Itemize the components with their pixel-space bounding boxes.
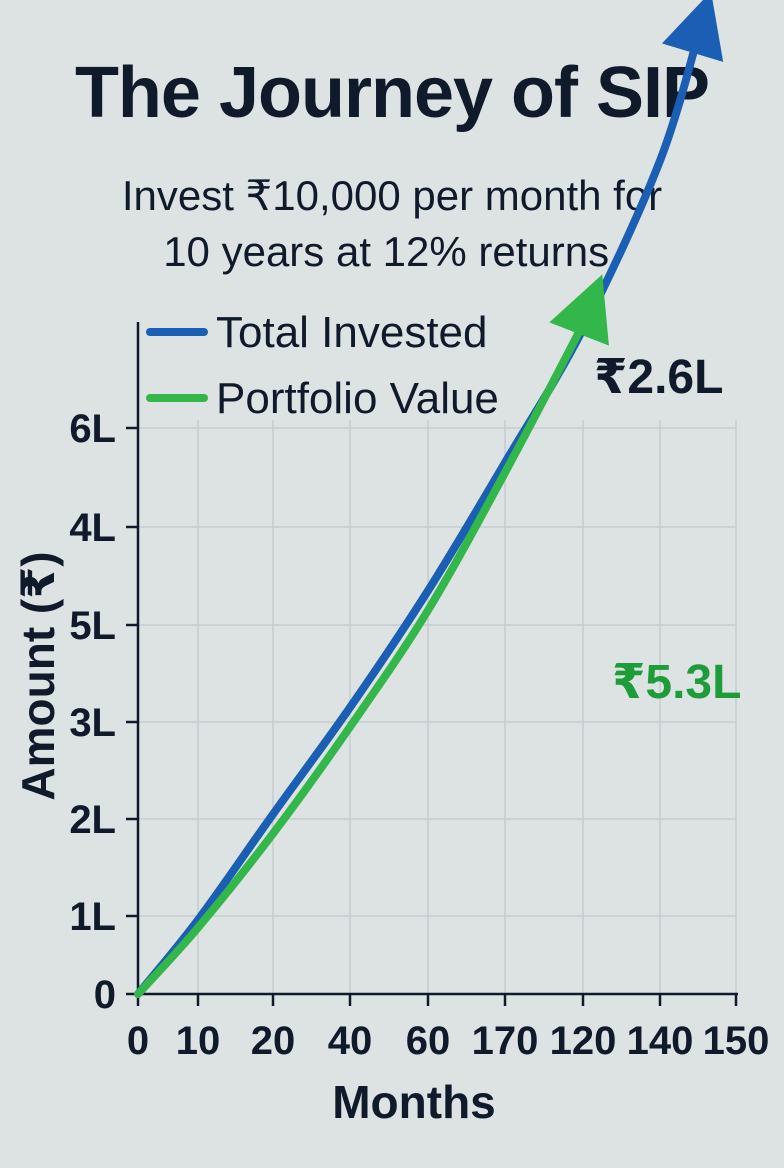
series — [134, 0, 724, 998]
series-line-portfolio-value — [134, 274, 609, 998]
y-tick-label: 0 — [94, 973, 116, 1017]
tick-labels: 0 10 20 40 60 170 120 140 150 0 1L 2L 3L 5L 4L 6L — [69, 407, 769, 1063]
y-tick-label: 5L — [69, 604, 116, 648]
annotations: ₹2.6L ₹5.3L — [594, 351, 741, 709]
x-tick-label: 20 — [251, 1019, 296, 1063]
annotation-portfolio-value: ₹5.3L — [612, 656, 741, 709]
x-tick-label: 140 — [627, 1019, 694, 1063]
annotation-total-invested: ₹2.6L — [594, 351, 723, 404]
y-tick-label: 2L — [69, 798, 116, 842]
x-tick-label: 60 — [406, 1019, 451, 1063]
subtitle-line-1: Invest ₹10,000 per month for — [121, 172, 663, 219]
series-line-total-invested — [134, 0, 724, 998]
legend: Total Invested Portfolio Value — [146, 308, 499, 423]
y-tick-label: 3L — [69, 701, 116, 745]
x-tick-label: 150 — [703, 1019, 770, 1063]
x-tick-label: 120 — [550, 1019, 617, 1063]
y-tick-label: 4L — [69, 506, 116, 550]
legend-label: Total Invested — [216, 308, 488, 357]
page-title: The Journey of SIP — [74, 53, 710, 133]
y-tick-label: 1L — [69, 895, 116, 939]
x-tick-label: 0 — [127, 1019, 149, 1063]
grid — [138, 420, 737, 994]
legend-label: Portfolio Value — [216, 374, 499, 423]
y-tick-label: 6L — [69, 407, 116, 451]
y-axis-title: Amount (₹) — [12, 551, 64, 800]
x-tick-label: 170 — [472, 1019, 539, 1063]
x-axis-title: Months — [332, 1076, 496, 1128]
subtitle-line-2: 10 years at 12% returns. — [163, 228, 621, 275]
axes — [126, 322, 738, 1006]
subtitle: Invest ₹10,000 per month for 10 years at… — [40, 168, 744, 280]
x-tick-label: 10 — [176, 1019, 221, 1063]
x-tick-label: 40 — [328, 1019, 373, 1063]
